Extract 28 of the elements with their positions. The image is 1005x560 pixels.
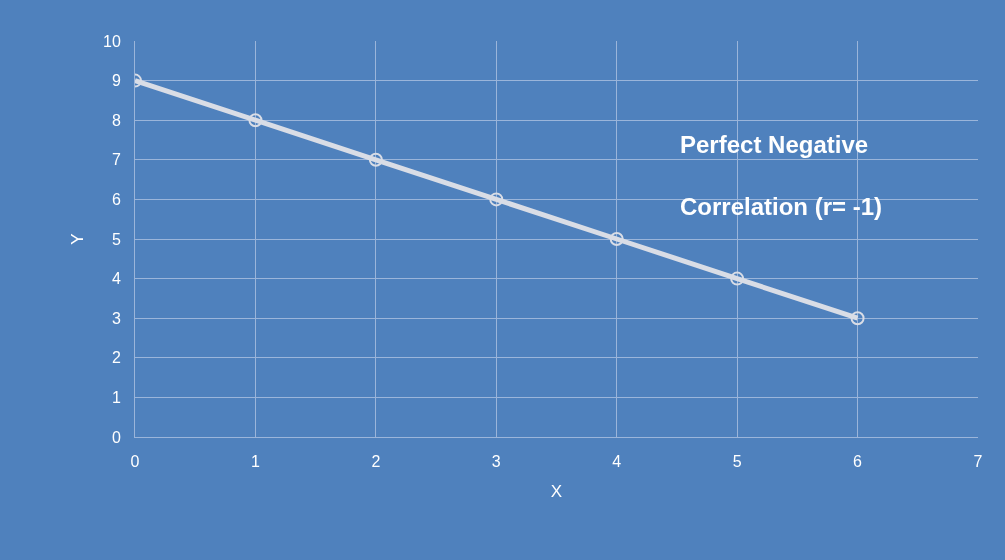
y-tick-label: 8 [111,111,121,129]
y-tick-label: 10 [103,32,121,50]
y-tick-label: 4 [111,270,121,288]
x-tick-label: 1 [250,453,260,471]
point [248,113,263,128]
y-tick-label: 6 [111,191,121,208]
x-tick-label: 3 [491,453,501,471]
point [850,311,865,326]
x-tick-label: 5 [732,453,742,471]
point [609,232,624,246]
point [489,192,504,207]
x-tick-label: 7 [973,453,983,471]
x-axis-title: X [550,481,563,501]
point [730,271,745,286]
y-tick-label: 0 [111,428,121,446]
y-tick-label: 1 [111,389,121,406]
text: Perfect Negative Correlation (r= -1) [680,131,883,221]
x-tick-label: 2 [371,453,381,471]
y-tick-label: 5 [111,230,121,248]
y-axis-title: Y [67,233,87,245]
x-tick-label: 0 [130,453,140,471]
x-tick-label: 4 [612,453,622,471]
y-tick-label: 2 [111,349,121,367]
point [368,152,383,167]
x-tick-label: 6 [853,453,863,471]
y-tick-label: 3 [111,309,121,327]
y-tick-label: 7 [111,151,121,169]
y-tick-label: 9 [111,72,121,90]
